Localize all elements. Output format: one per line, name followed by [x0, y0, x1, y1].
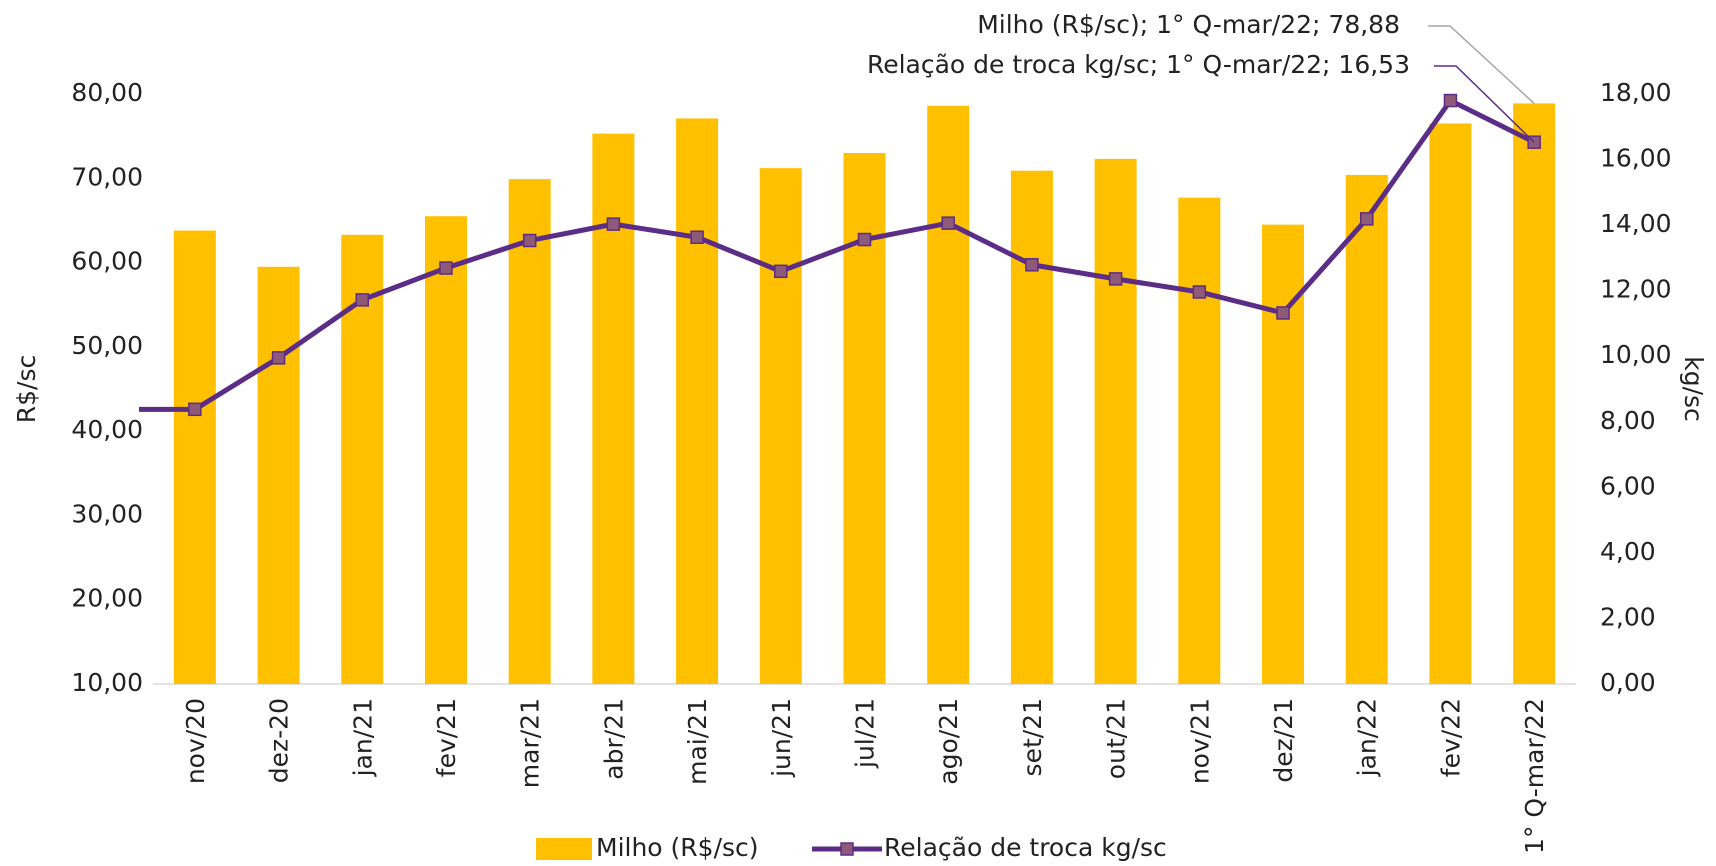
line-marker — [606, 217, 621, 231]
bar — [508, 179, 551, 684]
y-tick-label: 10,00 — [71, 668, 143, 697]
y-tick-label: 80,00 — [71, 78, 143, 107]
x-tick-label: jan/22 — [1353, 698, 1382, 777]
y-tick-label: 50,00 — [71, 331, 143, 360]
x-tick-label: jul/21 — [851, 698, 880, 769]
y-tick-label: 60,00 — [71, 247, 143, 276]
bar — [592, 133, 635, 685]
line-marker — [690, 230, 704, 244]
x-tick-label: jan/21 — [348, 698, 377, 777]
x-tick-label: out/21 — [1102, 698, 1131, 779]
line-marker — [355, 293, 370, 307]
x-tick-label: 1° Q-mar/22 — [1520, 698, 1549, 854]
bar — [676, 118, 719, 684]
line-marker — [774, 264, 788, 279]
bar — [257, 266, 300, 684]
bar — [1513, 103, 1556, 684]
bar — [1429, 123, 1472, 684]
x-tick-label: dez/21 — [1269, 698, 1298, 783]
bar — [927, 105, 970, 685]
x-tick-label: mai/21 — [683, 698, 712, 785]
bar — [424, 216, 467, 684]
y2-tick-label: 0,00 — [1600, 668, 1656, 697]
x-tick-label: dez-20 — [265, 698, 294, 783]
annotation-leader — [1434, 65, 1535, 143]
y-tick-label: 40,00 — [71, 415, 143, 444]
legend-label: Relação de troca kg/sc — [884, 833, 1167, 862]
line-marker — [1108, 272, 1123, 286]
line-marker — [941, 216, 955, 230]
line-marker — [522, 233, 537, 248]
x-tick-label: fev/22 — [1436, 698, 1465, 777]
x-tick-label: abr/21 — [599, 698, 628, 780]
y2-tick-label: 2,00 — [1600, 602, 1656, 631]
x-tick-label: mar/21 — [516, 698, 545, 788]
y2-tick-label: 12,00 — [1600, 275, 1672, 304]
annotation-leader — [1428, 25, 1535, 104]
bar — [843, 153, 886, 684]
bar — [1262, 224, 1305, 684]
line-marker — [1443, 93, 1458, 108]
line — [139, 98, 1536, 412]
line-marker — [1192, 285, 1207, 299]
line-marker — [271, 351, 286, 365]
line-marker — [1025, 258, 1039, 272]
line-marker — [857, 232, 872, 247]
y-tick-label: 30,00 — [71, 499, 143, 528]
bar — [1094, 158, 1137, 684]
legend-swatch — [840, 842, 854, 856]
y2-tick-label: 6,00 — [1600, 471, 1656, 500]
y2-tick-label: 14,00 — [1600, 209, 1672, 238]
y2-tick-label: 4,00 — [1600, 537, 1656, 566]
legend-label: Milho (R$/sc) — [596, 833, 759, 862]
bar — [1010, 170, 1053, 684]
x-tick-label: nov/21 — [1185, 698, 1214, 784]
y2-tick-label: 16,00 — [1600, 144, 1672, 173]
y-axis-label: R$/sc — [12, 355, 41, 423]
bar — [1178, 197, 1221, 684]
line-marker — [1359, 212, 1374, 226]
bar — [173, 230, 216, 685]
y2-tick-label: 8,00 — [1600, 406, 1656, 435]
bar — [1345, 174, 1388, 684]
y2-axis-label: kg/sc — [1679, 356, 1708, 422]
legend-swatch — [536, 838, 592, 860]
line-marker — [188, 402, 202, 417]
y-tick-label: 70,00 — [71, 162, 143, 191]
x-tick-label: nov/20 — [181, 698, 210, 784]
x-tick-label: jun/21 — [767, 698, 796, 778]
annotation: Relação de troca kg/sc; 1° Q-mar/22; 16,… — [867, 50, 1410, 79]
bar — [759, 168, 802, 684]
y2-tick-label: 18,00 — [1600, 78, 1672, 107]
y2-tick-label: 10,00 — [1600, 340, 1672, 369]
x-tick-label: ago/21 — [934, 698, 963, 785]
line-marker — [439, 261, 453, 275]
y-tick-label: 20,00 — [71, 584, 143, 613]
x-tick-label: fev/21 — [432, 698, 461, 777]
x-tick-label: set/21 — [1018, 698, 1047, 776]
annotation: Milho (R$/sc); 1° Q-mar/22; 78,88 — [977, 10, 1400, 39]
line-marker — [1276, 306, 1290, 320]
